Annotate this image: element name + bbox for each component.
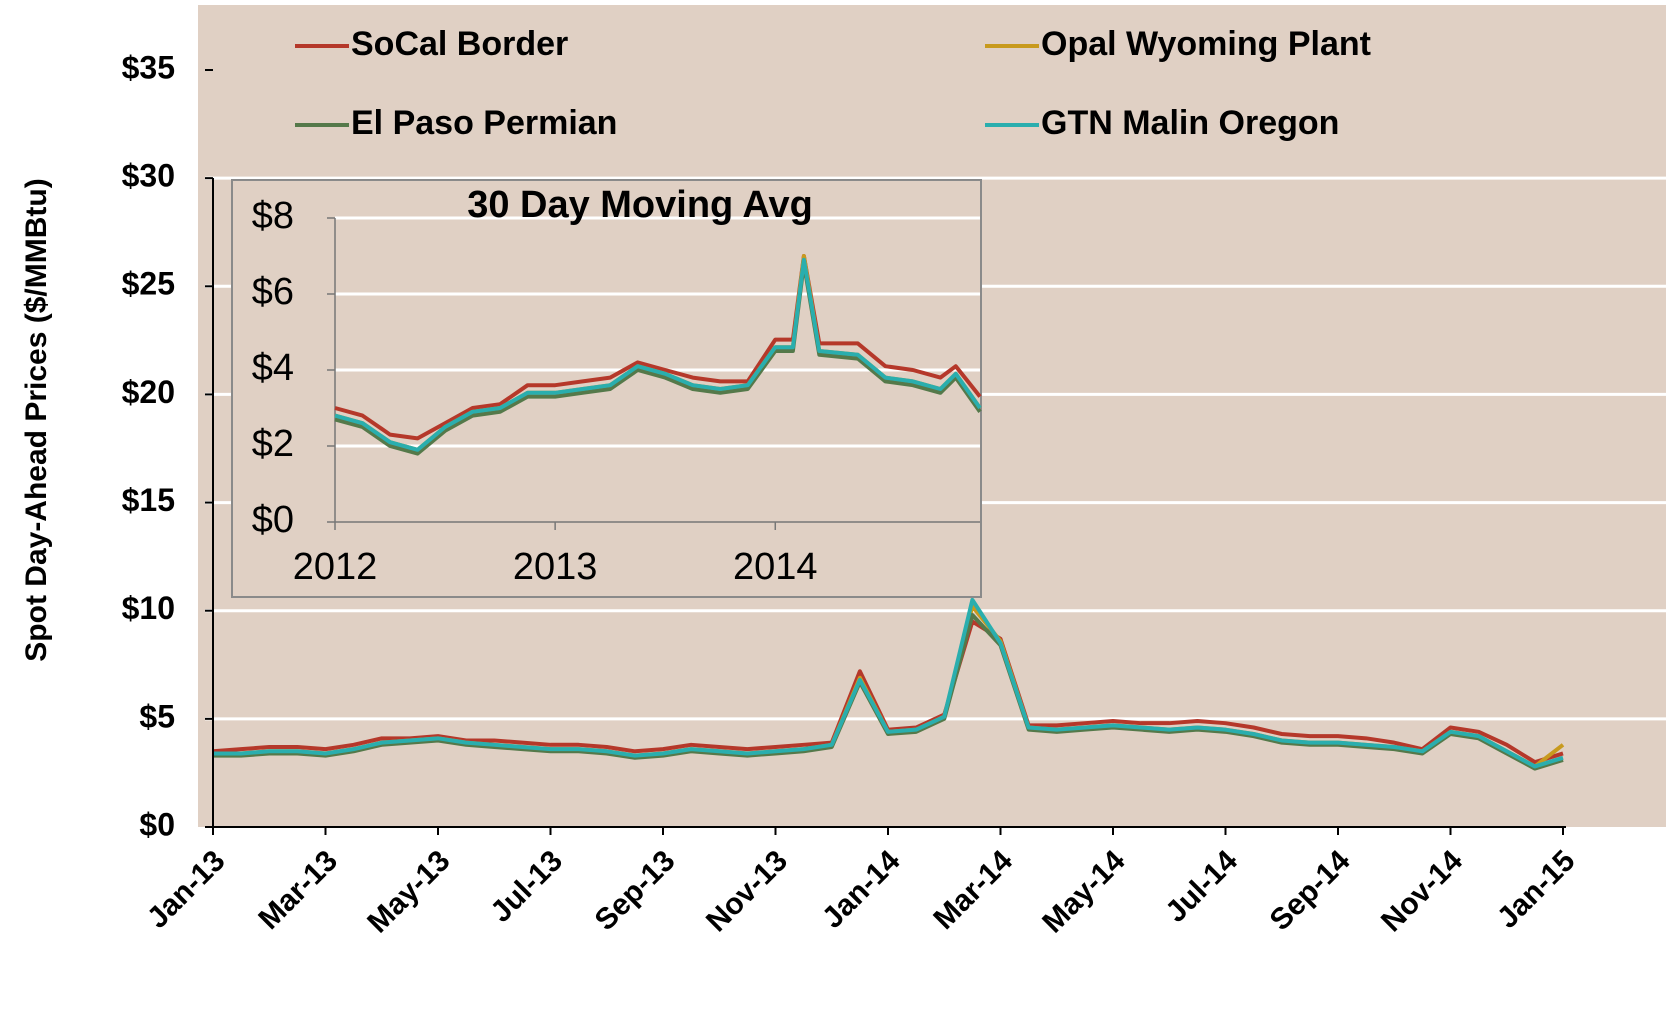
x-tick-label: Sep-13 [589,844,682,937]
y-tick-label: $35 [122,49,175,85]
y-tick-label: $8 [252,195,294,237]
x-tick-label: Jul-13 [484,844,569,929]
y-tick-label: $6 [252,271,294,313]
x-tick-label: Mar-13 [252,844,344,936]
series-line [334,254,982,441]
x-tick-label: Nov-13 [700,844,794,938]
legend: SoCal Border Opal Wyoming Plant El Paso Pe… [295,25,1371,142]
y-tick-label: $10 [122,590,175,626]
x-tick-label: May-14 [1036,844,1131,939]
x-tick-label: 2013 [513,546,598,588]
x-tick-label: 2012 [293,546,378,588]
x-tick-label: Mar-14 [927,844,1019,936]
y-tick-label: $5 [139,698,175,734]
legend-box [198,5,1666,165]
series-line [334,257,982,452]
x-tick-label: Nov-14 [1375,844,1469,938]
x-tick-label: Jan-14 [816,844,907,935]
x-tick-label: Jul-14 [1159,844,1244,929]
series-line [213,613,1564,771]
inset-title: 30 Day Moving Avg [467,184,813,226]
y-tick-label: $25 [122,266,175,302]
legend-label: SoCal Border [351,25,568,63]
series-line [213,597,1564,769]
legend-label: El Paso Permian [351,104,617,142]
legend-label: GTN Malin Oregon [1041,104,1339,142]
y-tick-label: $2 [252,423,294,465]
x-tick-label: Jan-13 [141,844,232,935]
y-tick-label: $20 [122,374,175,410]
y-tick-label: $0 [139,806,175,842]
y-axis-label: Spot Day-Ahead Prices ($/MMBtu) [20,178,53,661]
y-tick-label: $4 [252,347,294,389]
lines [212,597,1565,771]
x-tick-label: 2014 [733,546,818,588]
y-tick-label: $30 [122,158,175,194]
y-tick-label: $0 [252,499,294,541]
series-line [334,261,982,456]
x-tick-label: May-13 [361,844,456,939]
legend-label: Opal Wyoming Plant [1041,25,1371,63]
x-tick-label: Jan-15 [1491,844,1582,935]
x-tick-label: Sep-14 [1264,844,1357,937]
y-tick-label: $15 [122,482,175,518]
inset-chart: $0 $2 $4 $6 $8 2012 2013 2014 [252,195,982,588]
